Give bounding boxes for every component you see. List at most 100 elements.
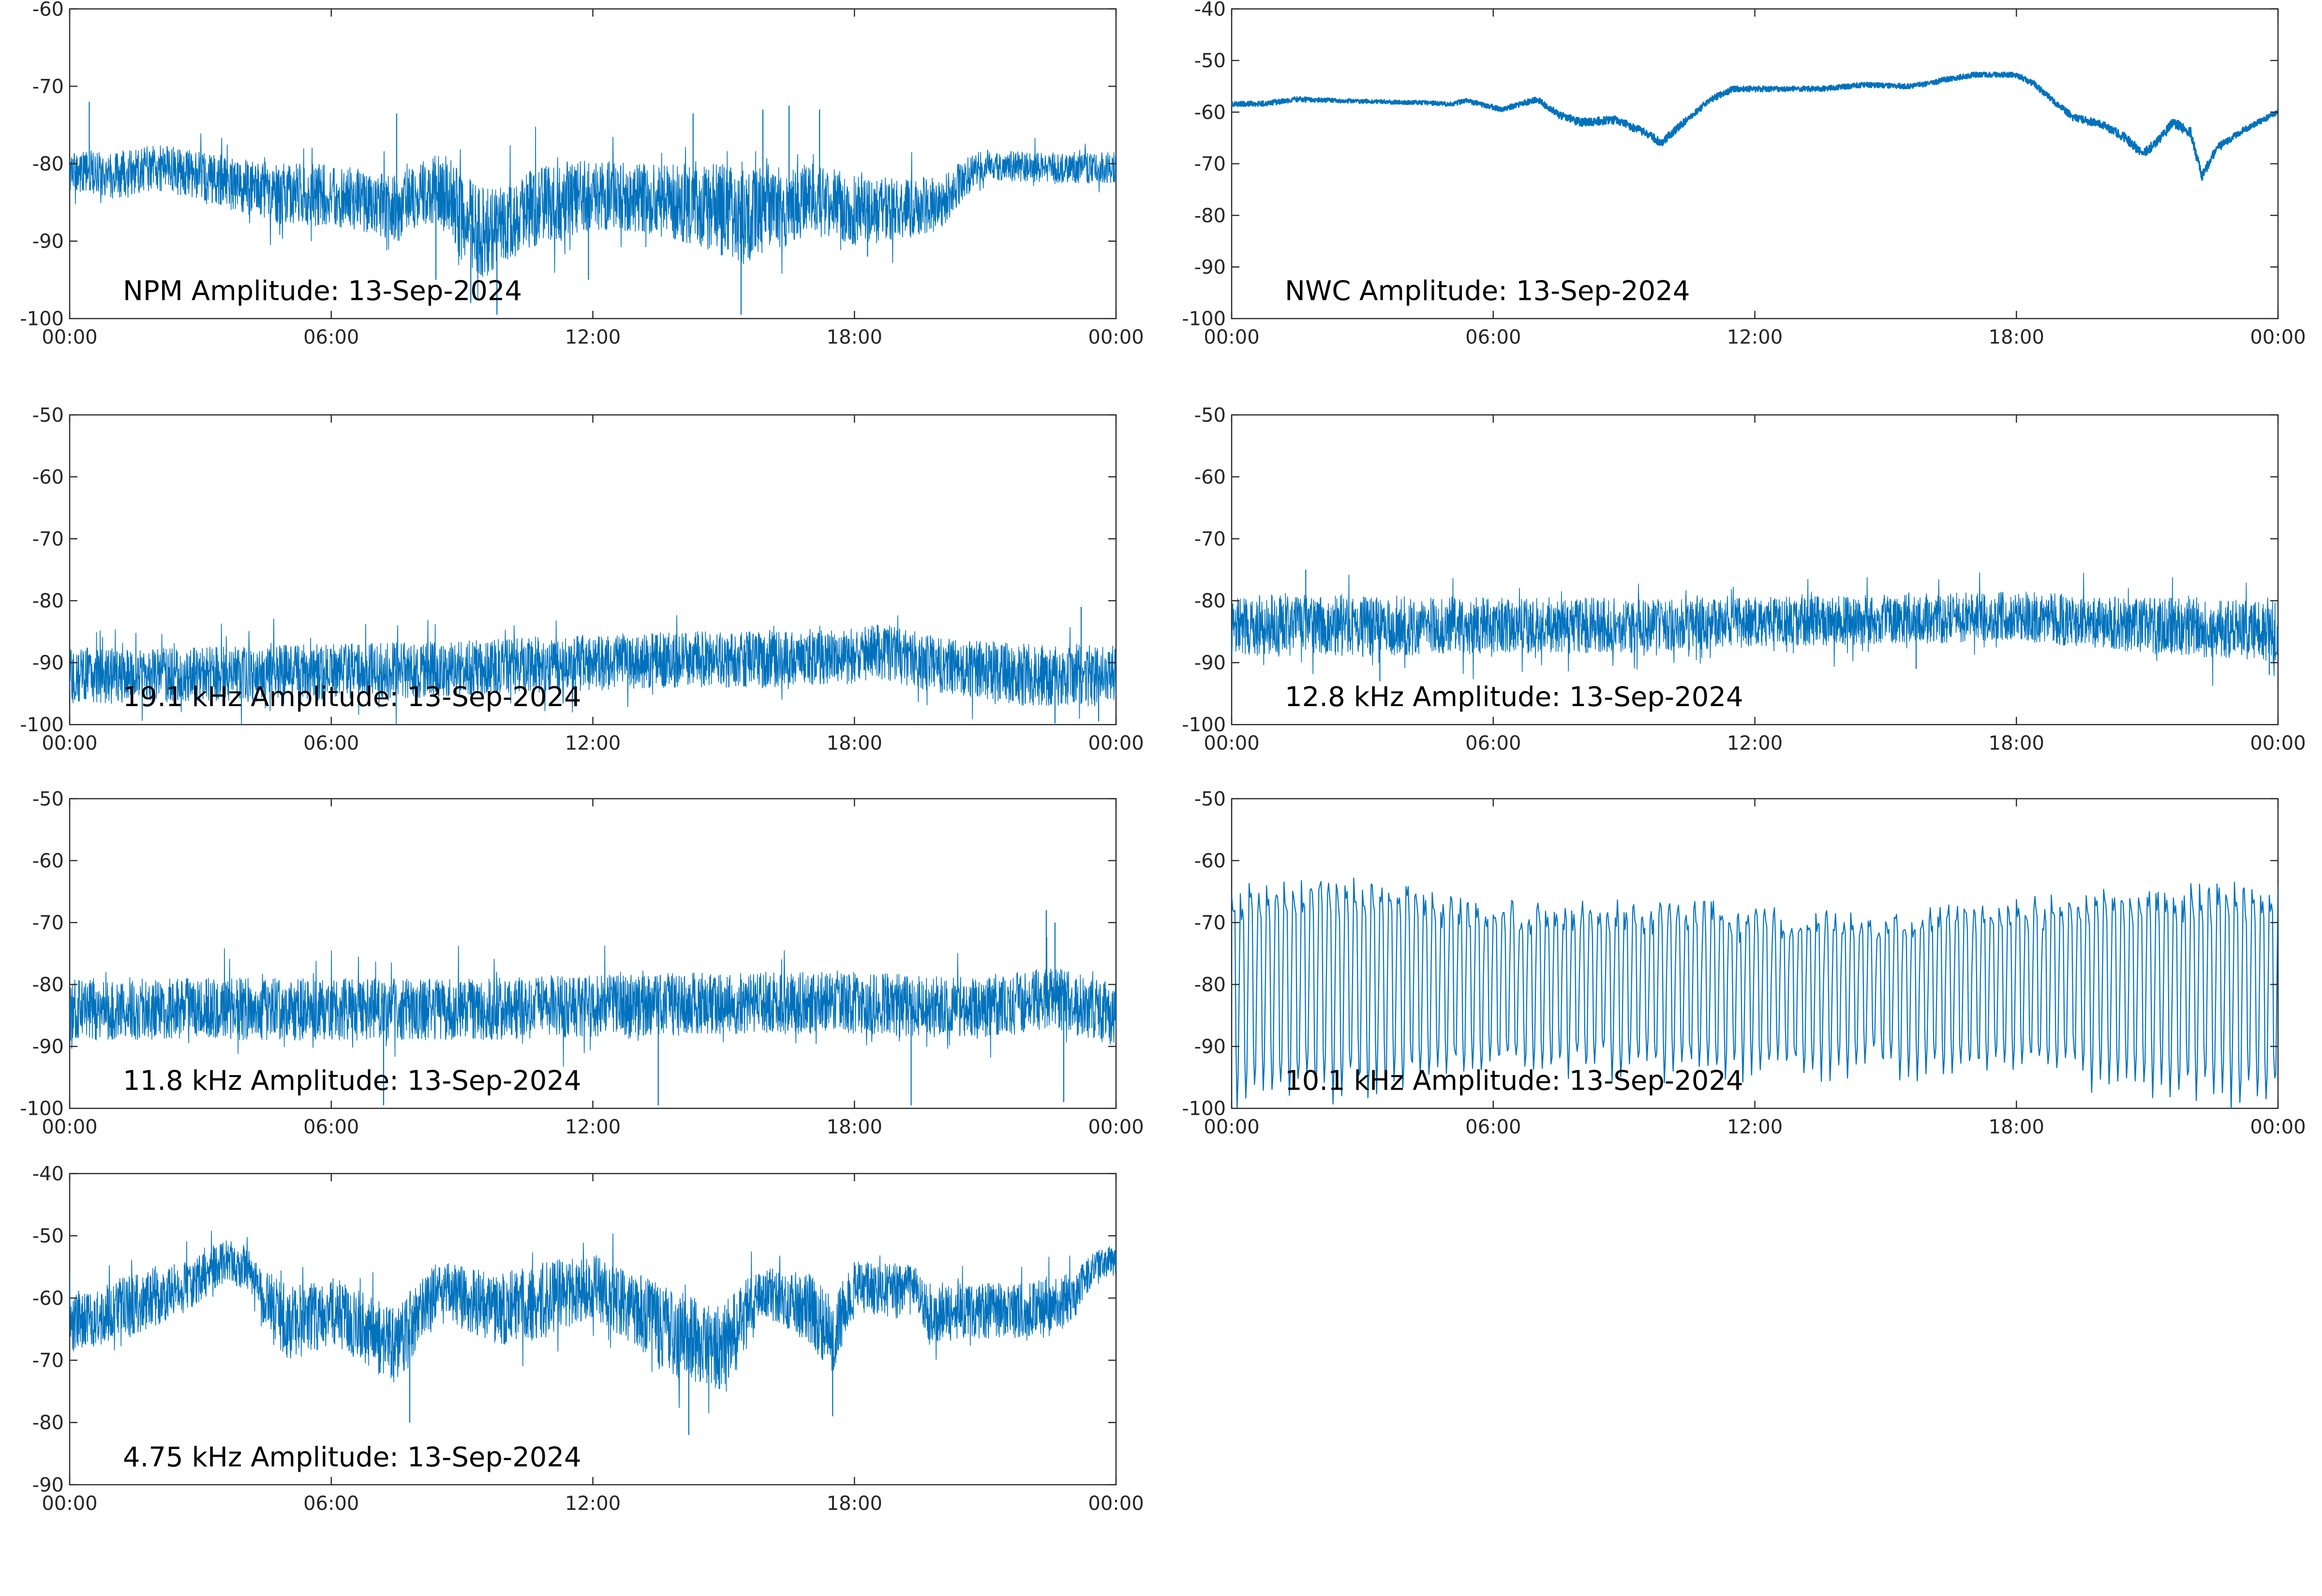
plot-area	[1231, 414, 2279, 725]
y-tick-label: -100	[20, 1098, 64, 1120]
x-tick-label: 18:00	[827, 1116, 882, 1138]
series-line	[1232, 572, 2278, 686]
y-tick-label: -90	[32, 1036, 64, 1058]
y-tick-label: -60	[32, 1287, 64, 1310]
x-tick-label: 00:00	[1088, 732, 1144, 754]
y-tick-label: -60	[32, 850, 64, 872]
x-tick-label: 12:00	[1727, 326, 1783, 349]
x-tick-label: 00:00	[1088, 1116, 1144, 1138]
y-tick-label: -90	[1194, 256, 1226, 279]
panel-title: 10.1 kHz Amplitude: 13-Sep-2024	[1285, 1065, 1743, 1097]
amplitude-19-1khz-panel: -100 -90 -80 -70 -60 -50 00:00 06:00 12:00 18:00 0…	[20, 404, 1144, 754]
x-tick-label: 06:00	[1465, 1116, 1521, 1138]
plot-area	[69, 798, 1117, 1109]
plot-area	[1231, 798, 2279, 1109]
y-tick-label: -80	[1194, 205, 1226, 227]
y-tick-label: -80	[1194, 974, 1226, 996]
y-tick-label: -60	[1194, 466, 1226, 488]
y-tick-label: -70	[1194, 153, 1226, 176]
y-tick-label: -90	[32, 652, 64, 674]
y-tick-label: -50	[1194, 788, 1226, 810]
x-tick-label: 00:00	[42, 326, 97, 349]
series-line	[69, 615, 1116, 725]
y-tick-label: -50	[32, 1225, 64, 1247]
x-tick-label: 00:00	[1204, 326, 1259, 349]
y-tick-label: -100	[1182, 308, 1226, 330]
series-line	[69, 936, 1116, 1067]
series-group	[69, 102, 1116, 315]
y-tick-label: -100	[20, 714, 64, 736]
series-group	[69, 1230, 1116, 1435]
amplitude-10-1khz-panel: -100 -90 -80 -70 -60 -50 00:00 06:00 12:00 18:00 0…	[1182, 788, 2306, 1138]
x-tick-label: 00:00	[1088, 326, 1144, 349]
series-line	[69, 126, 1116, 298]
y-tick-label: -70	[32, 1350, 64, 1372]
x-tick-label: 18:00	[1989, 326, 2044, 349]
x-tick-label: 00:00	[2250, 1116, 2306, 1138]
series-line	[1232, 71, 2278, 181]
y-tick-label: -70	[32, 528, 64, 550]
amplitude-11-8khz-panel: -100 -90 -80 -70 -60 -50 00:00 06:00 12:00 18:00 0…	[20, 788, 1144, 1138]
series-group	[1232, 877, 2278, 1108]
panel-title: 19.1 kHz Amplitude: 13-Sep-2024	[123, 681, 581, 713]
y-tick-label: -80	[32, 590, 64, 612]
series-group	[1232, 71, 2278, 181]
y-tick-label: -90	[32, 231, 64, 253]
y-tick-label: -50	[32, 404, 64, 427]
panel-title: NPM Amplitude: 13-Sep-2024	[123, 276, 522, 307]
x-tick-label: 00:00	[42, 732, 97, 754]
y-tick-label: -70	[1194, 528, 1226, 550]
panel-title: NWC Amplitude: 13-Sep-2024	[1285, 276, 1690, 307]
nwc-amplitude-panel: -100 -90 -80 -70 -60 -50 -40 00:00 06:00 12:00 18:…	[1182, 0, 2306, 349]
amplitude-12-8khz-panel: -100 -90 -80 -70 -60 -50 00:00 06:00 12:00 18:00 0…	[1182, 404, 2306, 754]
y-tick-label: -80	[32, 974, 64, 996]
y-tick-label: -60	[32, 0, 64, 20]
x-tick-label: 06:00	[303, 732, 359, 754]
x-tick-label: 12:00	[565, 1116, 621, 1138]
plot-area	[69, 1173, 1117, 1486]
series-group	[1232, 570, 2278, 686]
y-tick-label: -90	[1194, 1036, 1226, 1058]
x-tick-label: 00:00	[1204, 1116, 1259, 1138]
x-tick-label: 06:00	[1465, 732, 1521, 754]
series-group	[69, 910, 1116, 1106]
series-line	[1232, 877, 2278, 1108]
x-tick-label: 12:00	[565, 326, 621, 349]
y-tick-label: -80	[32, 1412, 64, 1434]
x-tick-label: 00:00	[42, 1493, 97, 1515]
y-tick-label: -60	[1194, 102, 1226, 124]
y-tick-label: -90	[1194, 652, 1226, 674]
y-tick-label: -80	[1194, 590, 1226, 612]
y-tick-label: -80	[32, 153, 64, 176]
x-tick-label: 06:00	[303, 1493, 359, 1515]
series-group	[69, 606, 1116, 725]
x-tick-label: 18:00	[827, 326, 882, 349]
x-tick-label: 12:00	[565, 732, 621, 754]
amplitude-4-75khz-panel: -90 -80 -70 -60 -50 -40 00:00 06:00 12:00 18:00 00…	[32, 1163, 1144, 1515]
y-tick-label: -40	[32, 1163, 64, 1185]
y-tick-label: -100	[1182, 714, 1226, 736]
y-tick-label: -50	[1194, 50, 1226, 72]
x-tick-label: 00:00	[1204, 732, 1259, 754]
y-tick-label: -100	[20, 308, 64, 330]
y-tick-label: -50	[1194, 404, 1226, 427]
y-tick-label: -70	[1194, 912, 1226, 934]
x-tick-label: 12:00	[1727, 1116, 1783, 1138]
x-tick-label: 06:00	[303, 326, 359, 349]
panel-title: 12.8 kHz Amplitude: 13-Sep-2024	[1285, 681, 1743, 713]
x-tick-label: 00:00	[42, 1116, 97, 1138]
x-tick-label: 06:00	[303, 1116, 359, 1138]
npm-amplitude-panel: -100 -90 -80 -70 -60 00:00 06:00 12:00 18:00 00:0…	[20, 0, 1144, 349]
x-tick-label: 18:00	[1989, 732, 2044, 754]
x-tick-label: 00:00	[1088, 1493, 1144, 1515]
x-tick-label: 18:00	[827, 732, 882, 754]
y-tick-label: -90	[32, 1474, 64, 1496]
y-tick-label: -60	[1194, 850, 1226, 872]
x-tick-label: 12:00	[565, 1493, 621, 1515]
panel-title: 11.8 kHz Amplitude: 13-Sep-2024	[123, 1065, 581, 1097]
x-tick-label: 00:00	[2250, 732, 2306, 754]
y-tick-label: -100	[1182, 1098, 1226, 1120]
y-tick-label: -40	[1194, 0, 1226, 20]
x-tick-label: 06:00	[1465, 326, 1521, 349]
